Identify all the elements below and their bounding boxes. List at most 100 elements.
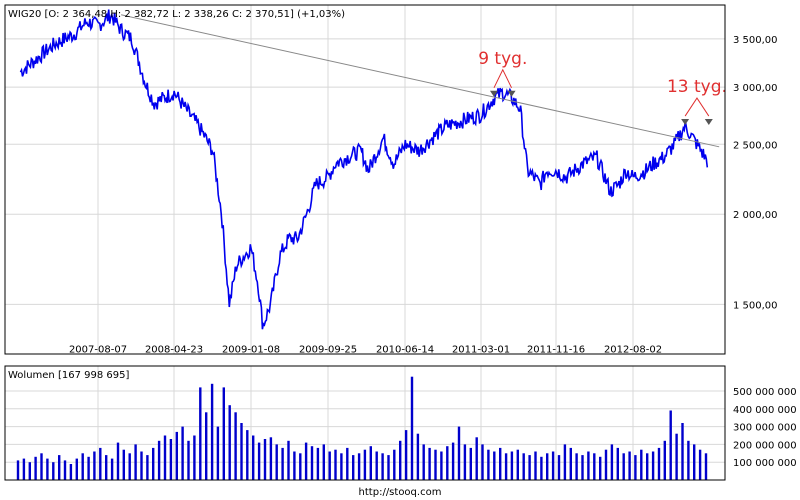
volume-bar (669, 410, 672, 480)
price-tick-label: 1 500,00 (733, 300, 778, 311)
volume-bar (63, 460, 67, 480)
date-tick-label: 2010-06-14 (376, 344, 434, 355)
volume-bar (434, 449, 437, 480)
volume-bar (28, 462, 31, 480)
volume-bar (275, 444, 278, 480)
volume-bar (616, 447, 619, 480)
volume-bar (381, 453, 384, 480)
volume-bar (269, 437, 273, 481)
date-tick-label: 2011-03-01 (452, 344, 510, 355)
volume-bar (510, 451, 514, 480)
volume-bar (199, 387, 202, 480)
date-tick-label: 2008-04-23 (145, 344, 203, 355)
volume-bar (46, 458, 49, 480)
volume-bar (222, 387, 225, 480)
volume-bar (499, 447, 502, 480)
volume-bar (234, 412, 237, 480)
price-gridlines (5, 5, 725, 354)
down-arrow-icon (704, 119, 713, 126)
volume-panel-title: Wolumen [167 998 695] (8, 370, 129, 381)
volume-bar (481, 444, 484, 480)
down-arrow-icon (489, 90, 498, 97)
volume-bar (146, 455, 149, 480)
price-tick-label: 2 500,00 (733, 140, 778, 151)
volume-bar (628, 451, 631, 480)
volume-bar (622, 453, 625, 480)
volume-bar (293, 451, 296, 480)
source-footer[interactable]: http://stooq.com (359, 487, 442, 498)
volume-bar (546, 453, 549, 480)
volume-bar (87, 456, 90, 480)
volume-bar (205, 412, 208, 480)
volume-tick-label: 500 000 000 (733, 387, 797, 398)
date-tick-label: 2009-09-25 (299, 344, 357, 355)
price-tick-label: 2 000,00 (733, 210, 778, 221)
volume-bar (569, 447, 572, 480)
volume-bar (316, 447, 320, 480)
price-tick-label: 3 500,00 (733, 35, 778, 46)
volume-bar (604, 449, 608, 480)
volume-bar (75, 458, 78, 480)
volume-bar (387, 455, 390, 480)
volume-bar (210, 383, 214, 480)
volume-bar (340, 453, 343, 480)
volume-bar (557, 455, 561, 480)
volume-bar (357, 453, 361, 480)
volume-bar (469, 447, 472, 480)
volume-bar (428, 447, 431, 480)
volume-bar (599, 456, 602, 480)
annotation-label: 13 tyg. (667, 77, 727, 97)
volume-tick-label: 200 000 000 (733, 440, 797, 451)
price-axis-ticks: 1 500,00 2 000,00 2 500,00 3 000,00 3 500,00 (733, 35, 778, 311)
volume-bar (504, 453, 508, 480)
annotation-bracket (493, 68, 513, 89)
volume-bar (281, 447, 284, 480)
volume-bar (110, 458, 114, 480)
volume-bar (593, 453, 596, 480)
volume-bar (528, 455, 531, 480)
price-panel-frame (4, 4, 726, 355)
volume-bar (187, 440, 190, 480)
volume-tick-label: 300 000 000 (733, 423, 797, 434)
volume-bar (16, 460, 20, 480)
volume-bar (34, 456, 37, 480)
volume-bar (163, 435, 167, 480)
volume-bar (228, 405, 231, 480)
volume-bar (540, 456, 543, 480)
price-panel-title: WIG20 [O: 2 364,48 H: 2 382,72 L: 2 338,… (8, 9, 345, 20)
volume-bar (416, 433, 420, 480)
date-tick-label: 2011-11-16 (527, 344, 585, 355)
volume-axis-ticks: 100 000 000 200 000 000 300 000 000 400 000… (733, 387, 797, 469)
volume-bar (681, 423, 684, 480)
volume-bar (675, 433, 678, 480)
volume-bar (581, 455, 584, 480)
trendline (120, 14, 720, 148)
volume-bar (322, 444, 325, 480)
volume-bar (346, 447, 349, 480)
volume-panel-frame (4, 365, 726, 481)
volume-bar (152, 447, 155, 480)
price-series (19, 9, 720, 330)
volume-bar (175, 431, 178, 480)
volume-bar (551, 451, 555, 480)
volume-bar (463, 444, 467, 480)
volume-bar (122, 449, 125, 480)
volume-bars (16, 376, 708, 481)
volume-bar (575, 453, 578, 480)
volume-bar (516, 449, 519, 480)
volume-bar (369, 446, 372, 480)
volume-bar (563, 444, 567, 480)
volume-bar (134, 444, 137, 480)
date-axis-ticks: 2007-08-07 2008-04-23 2009-01-08 2009-09-25… (69, 344, 662, 355)
date-tick-label: 2012-08-02 (604, 344, 662, 355)
volume-bar (193, 435, 196, 480)
volume-bar (263, 439, 267, 480)
volume-bar (105, 455, 108, 480)
volume-bar (22, 458, 26, 480)
volume-bar (422, 444, 425, 480)
annotations: 9 tyg. 13 tyg. (478, 49, 727, 126)
volume-bar (693, 444, 696, 480)
price-line (19, 9, 709, 330)
volume-bar (252, 435, 255, 480)
